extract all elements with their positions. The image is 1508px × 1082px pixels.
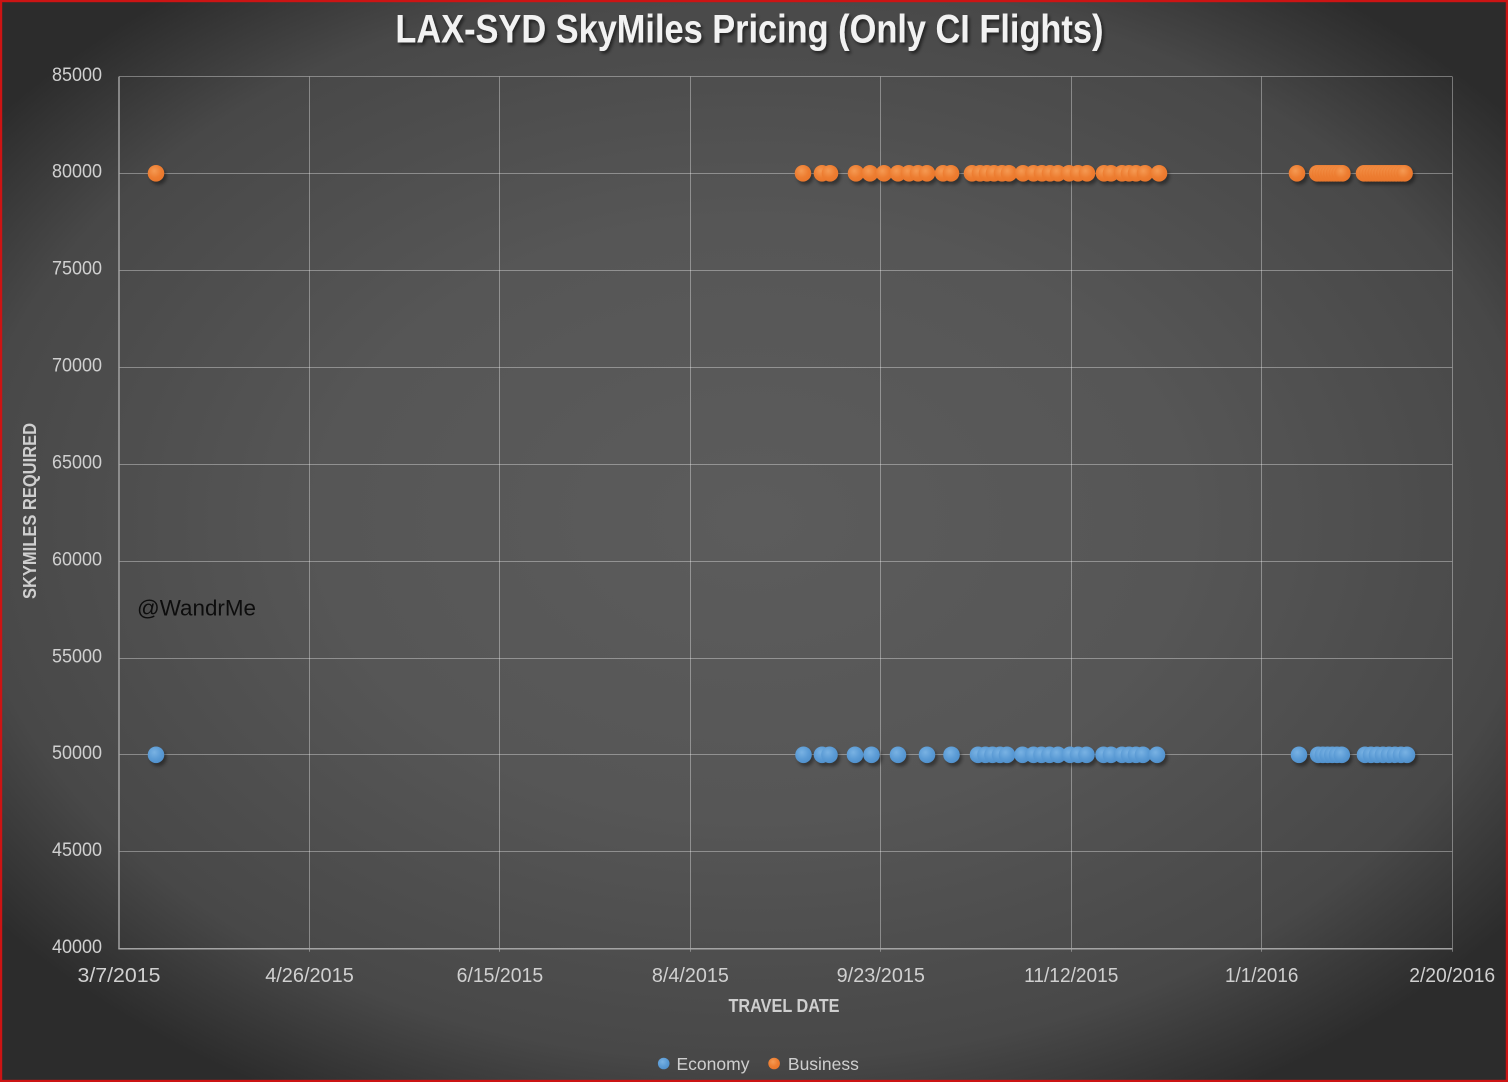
svg-text:8/4/2015: 8/4/2015 [652,964,729,987]
svg-text:80000: 80000 [52,161,102,183]
svg-text:3/7/2015: 3/7/2015 [78,964,161,987]
svg-text:85000: 85000 [52,64,102,86]
svg-text:6/15/2015: 6/15/2015 [457,964,544,987]
svg-text:55000: 55000 [52,645,102,667]
svg-text:75000: 75000 [52,258,102,280]
svg-text:45000: 45000 [52,839,102,861]
svg-text:SKYMILES REQUIRED: SKYMILES REQUIRED [20,423,40,599]
svg-text:TRAVEL DATE: TRAVEL DATE [729,996,840,1016]
svg-text:1/1/2016: 1/1/2016 [1225,964,1298,987]
svg-text:11/12/2015: 11/12/2015 [1024,964,1118,987]
svg-text:40000: 40000 [52,936,102,958]
svg-text:65000: 65000 [52,451,102,473]
svg-text:Business: Business [788,1054,859,1074]
svg-text:4/26/2015: 4/26/2015 [265,964,354,987]
svg-text:2/20/2016: 2/20/2016 [1409,964,1495,987]
svg-text:9/23/2015: 9/23/2015 [837,964,925,987]
svg-text:60000: 60000 [52,548,102,570]
svg-text:Economy: Economy [677,1054,750,1074]
svg-text:@WandrMe: @WandrMe [137,596,256,621]
svg-text:70000: 70000 [52,355,102,377]
svg-text:LAX-SYD SkyMiles Pricing (Only: LAX-SYD SkyMiles Pricing (Only CI Flight… [395,8,1103,52]
svg-text:50000: 50000 [52,742,102,764]
